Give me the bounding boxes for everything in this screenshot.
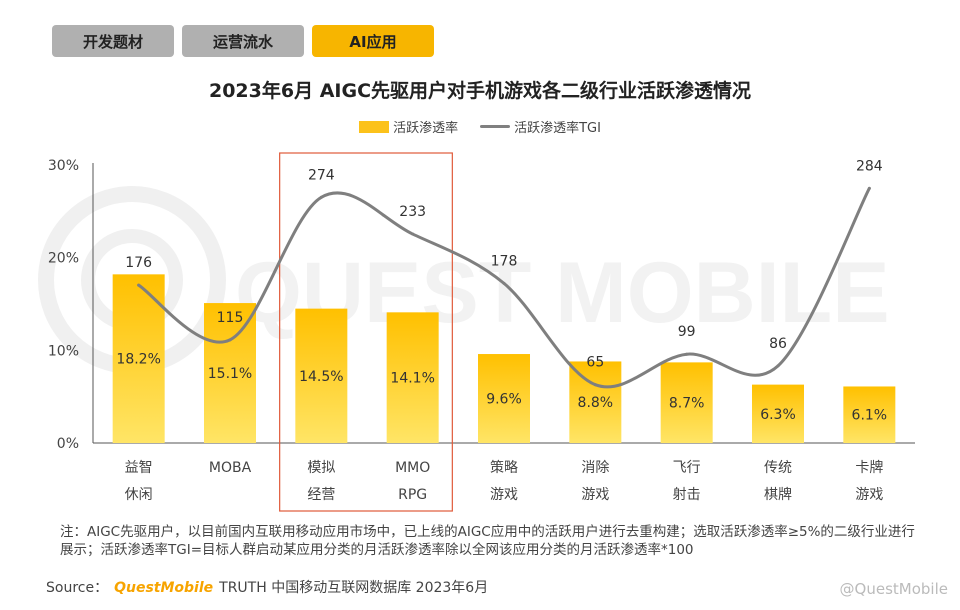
tgi-point <box>228 338 232 342</box>
tgi-point <box>137 283 141 287</box>
y-tick-label: 30% <box>48 158 79 174</box>
footnote: 注：AIGC先驱用户，以目前国内互联用移动应用市场中，已上线的AIGC应用中的活… <box>60 524 915 558</box>
bar-value-label: 14.1% <box>390 371 434 387</box>
bar <box>660 362 713 443</box>
legend-swatch-bar <box>359 120 390 133</box>
bar <box>478 354 530 443</box>
bar <box>569 361 622 443</box>
tgi-value-label: 274 <box>308 167 335 183</box>
tgi-point <box>776 364 780 368</box>
source-rest: TRUTH 中国移动互联网数据库 2023年6月 <box>219 580 489 596</box>
bar-value-label: 15.1% <box>208 366 252 382</box>
bar <box>752 384 804 443</box>
legend-label-line: 活跃渗透率TGI <box>514 121 601 136</box>
x-tick-label: 消除 <box>581 460 609 476</box>
tgi-value-label: 284 <box>856 158 883 174</box>
bar <box>843 386 896 443</box>
x-tick-label: 经营 <box>307 487 335 503</box>
tgi-value-label: 115 <box>217 310 244 326</box>
x-tick-label: MOBA <box>209 460 252 476</box>
tgi-value-label: 65 <box>586 355 604 371</box>
x-tick-label: 休闲 <box>125 487 153 503</box>
x-tick-label: 棋牌 <box>764 486 792 503</box>
legend-swatch-line <box>480 125 511 128</box>
bar-value-label: 9.6% <box>486 392 522 408</box>
x-tick-label: RPG <box>398 487 427 503</box>
source-line: Source： QuestMobile TRUTH 中国移动互联网数据库 202… <box>46 577 488 597</box>
y-tick-label: 20% <box>48 251 79 267</box>
bar-value-label: 6.3% <box>760 407 796 423</box>
x-tick-label: MMO <box>395 460 430 476</box>
x-tick-label: 射击 <box>673 487 701 503</box>
tgi-point <box>593 383 597 387</box>
x-tick-label: 游戏 <box>855 487 883 503</box>
tab-dev-theme[interactable]: 开发题材 <box>52 25 174 57</box>
source-prefix: Source： <box>46 580 109 596</box>
x-tick-label: 飞行 <box>673 460 701 476</box>
x-tick-label: 游戏 <box>490 487 518 503</box>
tgi-point <box>685 352 689 356</box>
bar <box>386 312 439 443</box>
tab-revenue[interactable]: 运营流水 <box>182 25 304 57</box>
tab-bar: 开发题材 运营流水 AI应用 <box>52 25 434 57</box>
legend-item-bar: 活跃渗透率 <box>359 117 458 136</box>
highlight-box <box>279 152 453 512</box>
source-brand: QuestMobile <box>114 580 214 596</box>
tgi-point <box>867 186 871 190</box>
x-tick-label: 游戏 <box>581 487 609 503</box>
chart-canvas: QUEST MOBILE 0% 10% 20% 30% 18.2% 15.1% 14.5%… <box>38 152 915 512</box>
tgi-value-label: 178 <box>491 253 518 269</box>
tgi-point <box>319 195 323 199</box>
y-tick-label: 0% <box>57 436 79 452</box>
x-tick-label: 传统 <box>764 460 792 476</box>
bar-value-label: 8.8% <box>578 395 614 411</box>
legend-item-line: 活跃渗透率TGI <box>480 117 601 136</box>
watermark: QUEST MOBILE <box>38 186 890 374</box>
x-tick-label: 卡牌 <box>855 459 883 476</box>
tgi-value-label: 233 <box>399 204 426 220</box>
chart-legend: 活跃渗透率 活跃渗透率TGI <box>0 117 960 136</box>
tab-ai-app[interactable]: AI应用 <box>312 25 434 57</box>
tgi-point <box>411 232 415 236</box>
bar-value-label: 14.5% <box>299 369 343 385</box>
bar-value-label: 18.2% <box>116 352 160 368</box>
bar <box>204 303 256 443</box>
bar-value-label: 8.7% <box>669 396 705 412</box>
x-tick-label: 益智 <box>125 460 153 476</box>
x-tick-label: 策略 <box>490 459 518 476</box>
tgi-point <box>502 281 506 285</box>
credit-watermark: @QuestMobile <box>839 580 948 598</box>
bar-value-label: 6.1% <box>852 408 888 424</box>
chart-title: 2023年6月 AIGC先驱用户对手机游戏各二级行业活跃渗透情况 <box>208 80 752 102</box>
tgi-value-label: 99 <box>678 324 696 340</box>
tgi-value-label: 86 <box>769 336 787 352</box>
x-tick-label: 模拟 <box>307 460 335 476</box>
y-tick-label: 10% <box>48 343 79 359</box>
tgi-value-label: 176 <box>125 255 152 271</box>
legend-label-bar: 活跃渗透率 <box>393 121 459 136</box>
bar <box>295 308 348 443</box>
